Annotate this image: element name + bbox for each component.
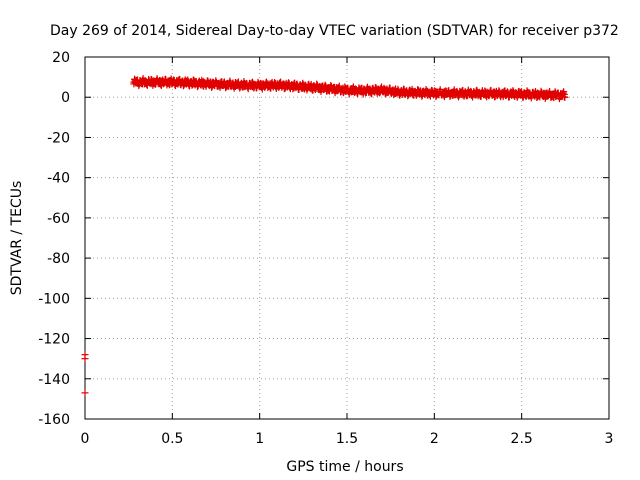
x-tick-label: 0.5 [161,431,183,447]
data-point [81,389,89,397]
data-point [561,93,569,101]
grid-lines [85,57,609,419]
x-axis-label: GPS time / hours [286,459,403,475]
x-tick-label: 1.5 [336,431,358,447]
x-tick-label: 2.5 [511,431,533,447]
x-tick-label: 1 [255,431,264,447]
y-tick-label: -60 [47,211,70,227]
chart-title: Day 269 of 2014, Sidereal Day-to-day VTE… [50,23,619,39]
y-tick-label: -20 [47,130,70,146]
y-tick-label: 20 [52,50,70,66]
x-tick-label: 3 [605,431,614,447]
x-tick-label: 0 [81,431,90,447]
y-tick-label: 0 [61,90,70,106]
y-axis-label: SDTVAR / TECUs [9,181,25,296]
data-points [81,75,569,397]
x-axis-ticks: 0 0.5 1 1.5 2 2.5 3 [81,57,614,447]
y-tick-label: -120 [38,332,70,348]
y-axis-ticks: 20 0 -20 -40 -60 -80 -100 -120 -140 -160 [38,50,609,428]
y-tick-label: -100 [38,291,70,307]
y-tick-label: -140 [38,372,70,388]
y-tick-label: -40 [47,171,70,187]
y-tick-label: -80 [47,251,70,267]
y-tick-label: -160 [38,412,70,428]
x-tick-label: 2 [430,431,439,447]
data-point [81,355,89,363]
